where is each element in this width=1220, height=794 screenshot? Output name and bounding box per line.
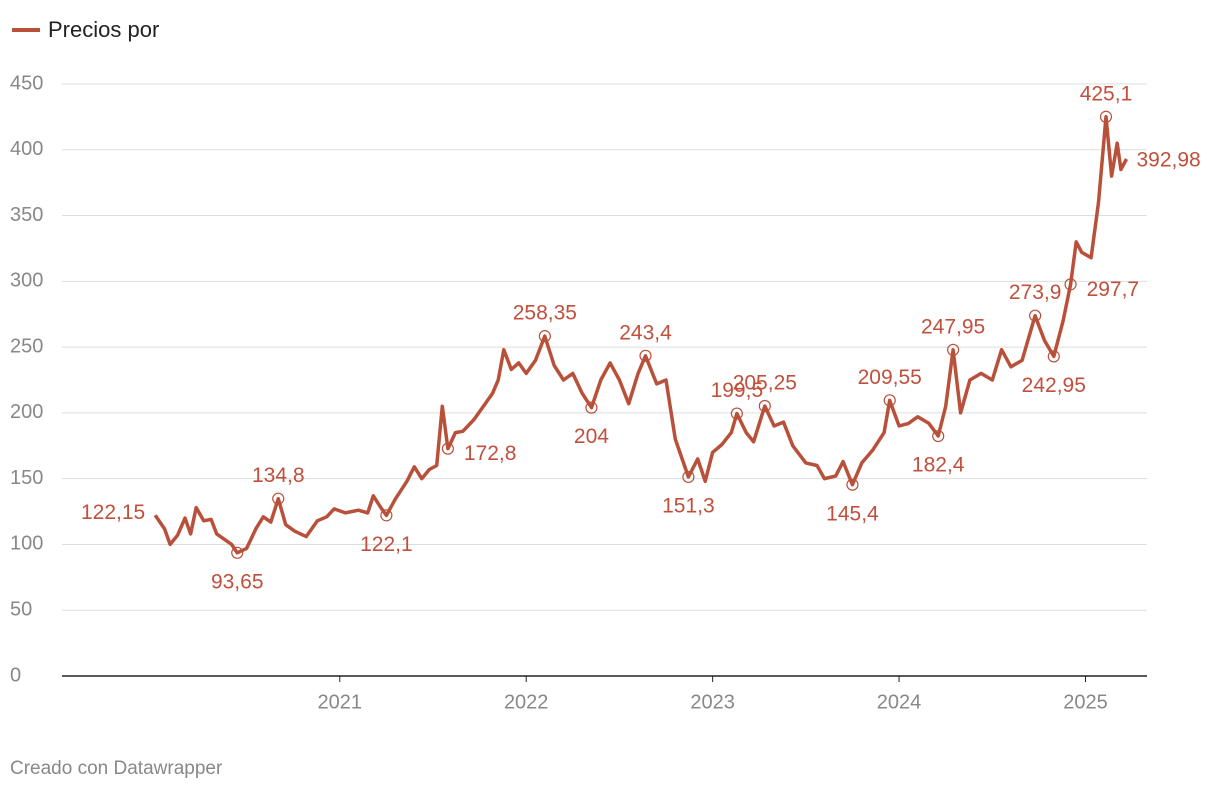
highlight-point <box>272 492 285 505</box>
highlight-point <box>538 330 551 343</box>
annotation-label: 93,65 <box>211 570 264 593</box>
annotation-label: 209,55 <box>858 366 922 389</box>
y-tick-label: 0 <box>10 664 21 686</box>
annotation-label: 122,15 <box>81 501 145 524</box>
annotation-label: 205,25 <box>733 372 797 395</box>
highlight-point <box>441 442 455 455</box>
annotation-label: 425,1 <box>1080 82 1133 105</box>
annotation-label: 145,4 <box>826 502 879 525</box>
annotation-label: 258,35 <box>513 302 577 325</box>
annotation-label: 273,9 <box>1009 281 1062 304</box>
x-tick-label: 2021 <box>318 691 363 713</box>
highlight-point <box>1029 309 1042 322</box>
y-tick-label: 100 <box>10 533 43 555</box>
highlight-point <box>846 478 859 491</box>
footer: Creado con Datawrapper <box>10 758 223 779</box>
highlight-point <box>1099 110 1113 123</box>
x-tick-label: 2022 <box>504 691 549 713</box>
highlight-point <box>758 399 771 413</box>
highlight-point <box>947 343 960 356</box>
y-tick-label: 450 <box>10 72 43 94</box>
annotation-label: 247,95 <box>921 315 985 338</box>
highlight-point <box>932 429 945 443</box>
highlight-point <box>1064 278 1077 291</box>
annotation-label: 392,98 <box>1136 149 1200 172</box>
y-tick-label: 200 <box>10 401 43 423</box>
price-line <box>153 115 1129 555</box>
highlight-point <box>682 470 695 484</box>
annotation-label: 134,8 <box>252 464 305 487</box>
annotation-label: 199,5 <box>711 379 764 402</box>
annotation-label: 297,7 <box>1087 278 1140 301</box>
highlight-point <box>231 546 244 559</box>
highlight-point <box>639 349 652 362</box>
annotation-label: 242,95 <box>1022 374 1086 397</box>
y-tick-label: 350 <box>10 204 43 226</box>
highlight-point <box>883 394 896 407</box>
x-tick-label: 2023 <box>690 691 735 713</box>
annotation-label: 172,8 <box>464 442 517 465</box>
x-tick-label: 2025 <box>1063 691 1108 713</box>
highlight-point <box>380 509 393 522</box>
x-tick-label: 2024 <box>877 691 922 713</box>
y-tick-label: 400 <box>10 138 43 160</box>
y-tick-label: 150 <box>10 467 43 489</box>
y-tick-label: 300 <box>10 270 43 292</box>
annotation-label: 151,3 <box>662 495 715 518</box>
highlight-point <box>1047 350 1060 363</box>
y-tick-label: 250 <box>10 335 43 357</box>
y-tick-label: 50 <box>10 599 32 621</box>
legend-label: Precios por <box>48 17 159 42</box>
annotation-label: 243,4 <box>619 321 672 344</box>
highlight-point <box>730 407 743 420</box>
highlight-point <box>585 401 598 414</box>
annotation-label: 182,4 <box>912 454 965 477</box>
annotation-label: 122,1 <box>360 533 413 556</box>
annotation-label: 204 <box>574 425 609 448</box>
